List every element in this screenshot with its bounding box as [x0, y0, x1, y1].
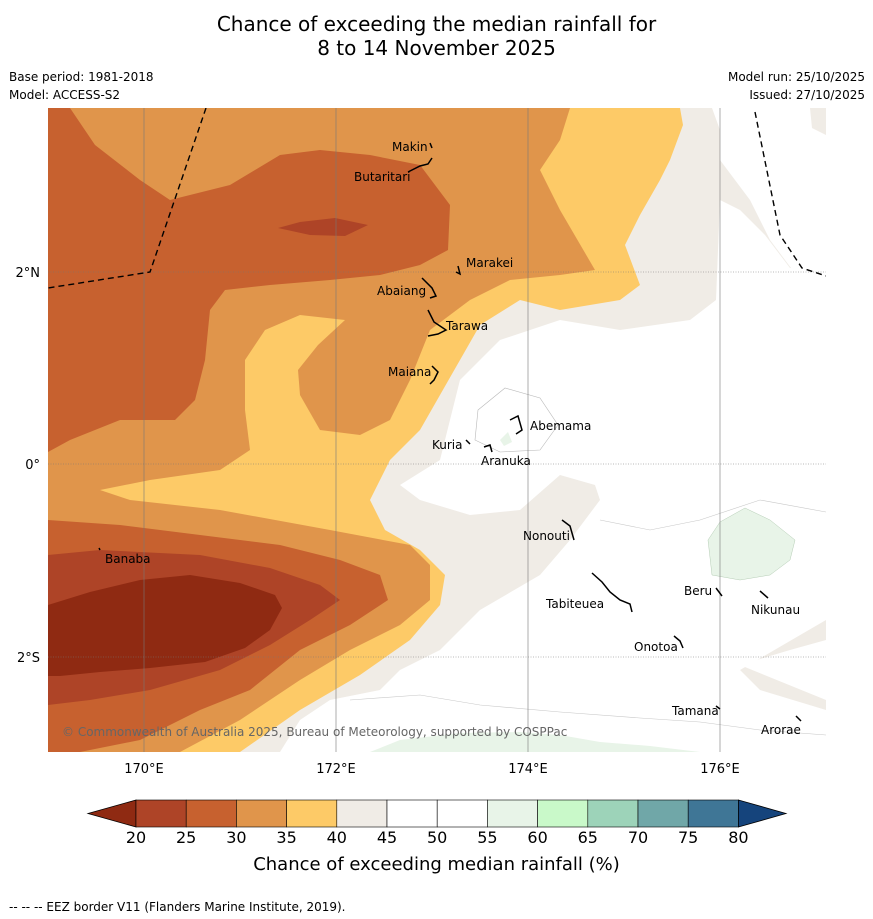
lat-tick-2s: 2°S [17, 651, 40, 666]
contour-55-60-abemama [500, 432, 512, 446]
lat-tick-2n: 2°N [16, 266, 41, 281]
map-title: Chance of exceeding the median rainfall … [0, 12, 873, 60]
contour-line-south [349, 694, 826, 736]
contour-40-45-topright [810, 108, 826, 135]
colorbar-tick-60: 60 [527, 828, 548, 847]
copyright-notice: © Commonwealth of Australia 2025, Bureau… [62, 725, 567, 739]
colorbar-segment-c45_50 [386, 799, 438, 828]
base-period-label: Base period: 1981-2018 [9, 70, 154, 84]
lat-tick-0: 0° [25, 458, 40, 473]
beru-island-shape [715, 587, 723, 597]
lon-tick-176: 176°E [700, 762, 740, 777]
colorbar-segment-c25_30 [185, 799, 237, 828]
eez-footer-note: -- -- -- EEZ border V11 (Flanders Marine… [9, 900, 346, 914]
onotoa-island-shape [673, 635, 684, 649]
island-label-tarawa: Tarawa [445, 319, 488, 333]
island-outlines [98, 142, 802, 722]
colorbar-segment-c60_65 [537, 799, 589, 828]
contour-line-east [599, 499, 826, 531]
contour-25-30-north [48, 108, 450, 452]
colorbar-tick-75: 75 [678, 828, 699, 847]
island-label-tamana: Tamana [671, 704, 719, 718]
nikunau-island-shape [759, 590, 769, 599]
colorbar-tick-30: 30 [226, 828, 247, 847]
contour-20-25-north [278, 218, 368, 236]
island-label-abemama: Abemama [530, 419, 591, 433]
colorbar [86, 799, 788, 828]
maiana-island-shape [429, 365, 439, 385]
contour-line-abemama [474, 387, 559, 453]
arorae-island-shape [795, 715, 802, 722]
colorbar-tick-40: 40 [326, 828, 347, 847]
colorbar-extend-over [738, 799, 788, 828]
banaba-island-shape [98, 547, 101, 551]
colorbar-segment-c75_80 [687, 799, 739, 828]
island-label-marakei: Marakei [466, 256, 513, 270]
eez-border-west [48, 108, 207, 289]
colorbar-label: Chance of exceeding median rainfall (%) [253, 854, 620, 875]
colorbar-tick-55: 55 [477, 828, 498, 847]
island-label-nonouti: Nonouti [523, 529, 570, 543]
abemama-island-shape [509, 414, 523, 435]
title-line-2: 8 to 14 November 2025 [317, 36, 556, 60]
colorbar-segment-c30_35 [236, 799, 287, 828]
contour-55-60-east [707, 507, 796, 581]
title-line-1: Chance of exceeding the median rainfall … [216, 12, 657, 36]
island-label-beru: Beru [684, 584, 712, 598]
marakei-island-shape [455, 265, 462, 276]
contour-45-55-interior [280, 200, 826, 752]
tabiteuea-island-shape [591, 572, 633, 613]
gridlines [48, 108, 826, 752]
island-label-abaiang: Abaiang [377, 284, 426, 298]
island-label-banaba: Banaba [105, 552, 151, 566]
colorbar-extend-under [86, 799, 137, 828]
contour-55-60-south [370, 732, 700, 752]
colorbar-segment-c35_40 [286, 799, 338, 828]
nonouti-island-shape [561, 519, 575, 541]
butaritari-island-shape [407, 157, 433, 173]
colorbar-tick-70: 70 [627, 828, 649, 847]
colorbar-tick-35: 35 [276, 828, 297, 847]
colorbar-segment-c20_25 [135, 799, 187, 828]
kuria-island-shape [465, 439, 471, 445]
colorbar-segment-c55_60 [487, 799, 538, 828]
colorbar-segment-c50_55 [436, 799, 488, 828]
abaiang-island-shape [421, 277, 438, 299]
model-label: Model: ACCESS-S2 [9, 88, 121, 102]
colorbar-tick-20: 20 [125, 828, 147, 847]
meta-left: Base period: 1981-2018 Model: ACCESS-S2 [9, 68, 154, 104]
island-label-onotoa: Onotoa [634, 640, 678, 654]
colorbar-tick-50: 50 [427, 828, 448, 847]
colorbar-segment-c65_70 [587, 799, 639, 828]
meta-right: Model run: 25/10/2025 Issued: 27/10/2025 [728, 68, 865, 104]
island-label-makin: Makin [392, 140, 428, 154]
eez-borders [48, 108, 826, 289]
colorbar-tick-45: 45 [376, 828, 398, 847]
eez-border-east [754, 111, 826, 277]
lon-tick-170: 170°E [124, 762, 164, 777]
island-label-nikunau: Nikunau [751, 603, 800, 617]
lon-tick-174: 174°E [508, 762, 548, 777]
makin-island-shape [429, 142, 433, 149]
map-plot-area: Makin Butaritari Marakei Abaiang Tarawa … [48, 108, 826, 752]
island-label-tabiteuea: Tabiteuea [545, 597, 604, 611]
island-label-butaritari: Butaritari [354, 170, 411, 184]
colorbar-segment-c70_75 [637, 799, 689, 828]
lon-tick-172: 172°E [316, 762, 356, 777]
contour-under-20 [48, 575, 282, 676]
issued-label: Issued: 27/10/2025 [749, 88, 865, 102]
colorbar-tick-80: 80 [728, 828, 749, 847]
colorbar-tick-25: 25 [176, 828, 197, 847]
model-run-label: Model run: 25/10/2025 [727, 70, 865, 84]
colorbar-tick-65: 65 [577, 828, 598, 847]
island-label-aranuka: Aranuka [481, 454, 531, 468]
colorbar-segment-c40_45 [336, 799, 388, 828]
island-label-kuria: Kuria [432, 438, 463, 452]
aranuka-island-shape [483, 444, 493, 453]
tamana-island-shape [715, 705, 721, 710]
island-label-arorae: Arorae [761, 723, 801, 737]
island-label-maiana: Maiana [388, 365, 431, 379]
tarawa-island-shape [427, 309, 448, 337]
